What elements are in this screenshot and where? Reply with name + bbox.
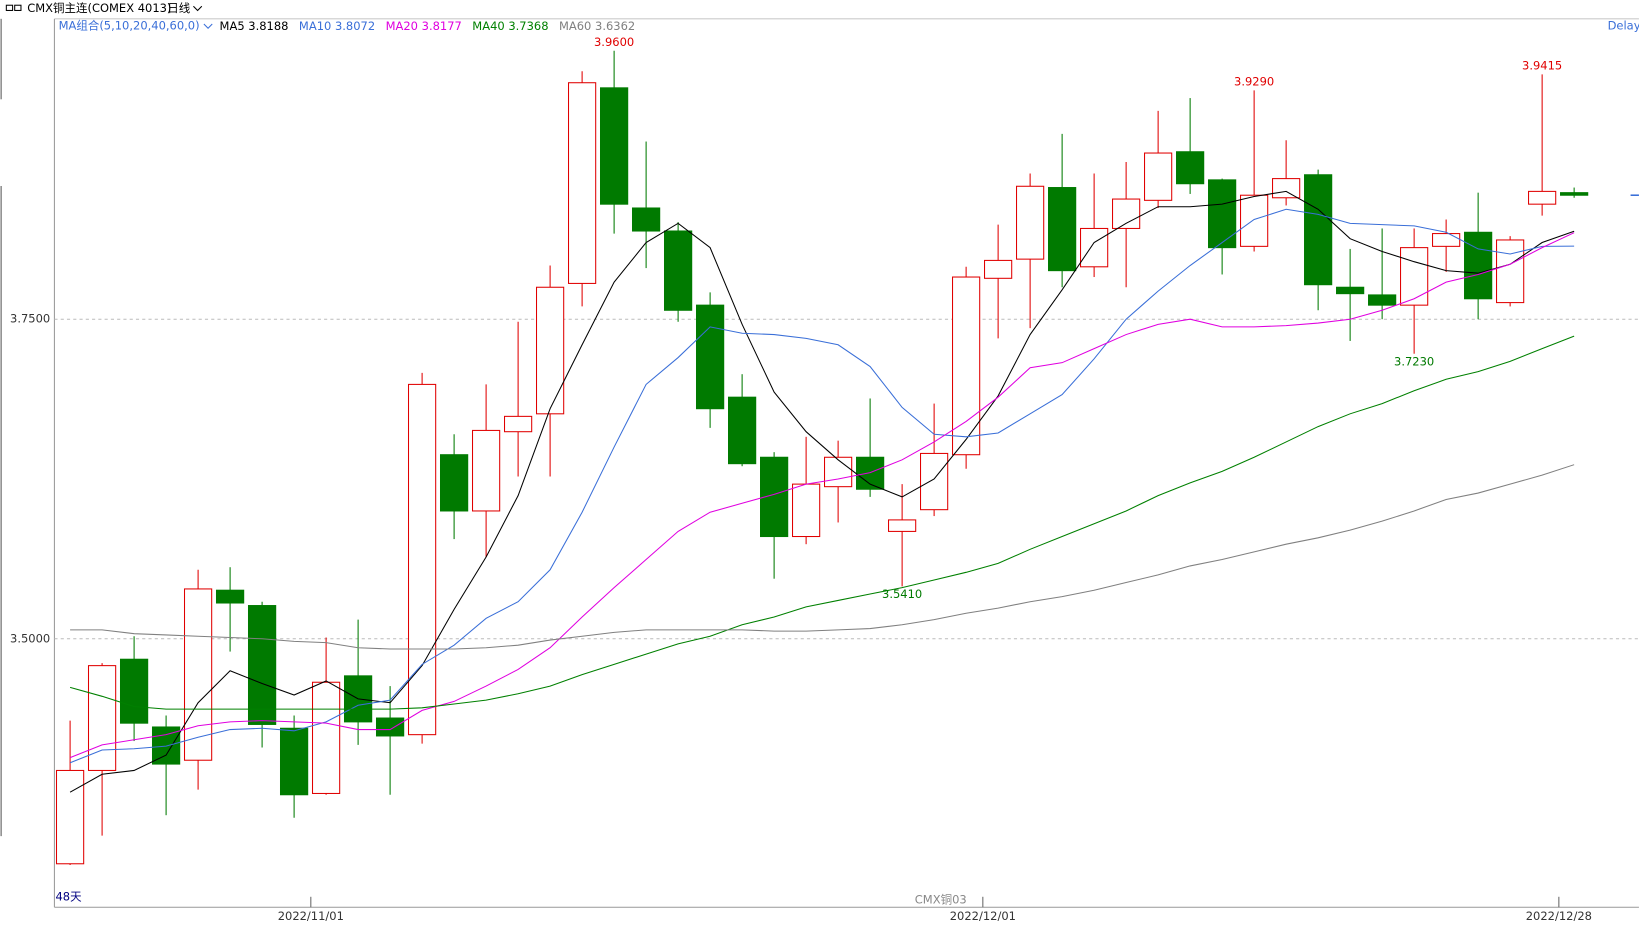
period-selector[interactable]: 日线	[167, 1, 190, 15]
candle-body	[1272, 178, 1301, 199]
candle-body	[1048, 187, 1077, 272]
candle-body	[471, 429, 501, 512]
candle-body	[695, 304, 725, 410]
x-tick-label: 2022/12/28	[1526, 909, 1592, 923]
x-tick-label: 2022/12/01	[950, 909, 1016, 923]
candle-body	[824, 456, 853, 488]
candle-body	[728, 396, 757, 465]
candle-body	[87, 665, 117, 771]
candle-body	[375, 717, 405, 737]
candle-body	[119, 658, 149, 724]
ma-line	[69, 190, 1575, 793]
candle-body	[535, 286, 565, 415]
x-tick-label: 2022/11/01	[278, 909, 344, 923]
candle-body	[1176, 151, 1205, 185]
ma-group-selector[interactable]: MA组合(5,10,20,40,60,0)	[59, 19, 200, 33]
legend-value: 3.8177	[422, 19, 462, 33]
low-annotation: 3.7230	[1394, 355, 1434, 369]
ma-line	[69, 232, 1575, 759]
candle-body	[1336, 286, 1365, 295]
legend-entry: MA60 3.6362	[559, 19, 635, 33]
legend-entry: MA5 3.8188	[220, 19, 289, 33]
candle-body	[567, 82, 597, 284]
candle-body	[1368, 294, 1397, 306]
y-tick-label: 3.5000	[10, 631, 50, 645]
candle-body	[55, 769, 85, 865]
icon-part	[5, 4, 14, 11]
legend-name: MA40	[472, 19, 504, 33]
legend-entry: MA40 3.7368	[472, 19, 548, 33]
candle-body	[1496, 239, 1525, 304]
candle-body	[407, 383, 437, 736]
candle-body	[151, 726, 181, 765]
candle-body	[311, 681, 341, 794]
legend-value: 3.8072	[335, 19, 375, 33]
y-tick-label: 3.7500	[10, 312, 50, 326]
low-annotation: 3.5410	[882, 587, 922, 601]
candle-body	[792, 483, 821, 538]
legend-value: 3.7368	[508, 19, 548, 33]
candle-body	[1240, 194, 1269, 247]
candle-body	[503, 415, 533, 433]
candle-body	[952, 276, 981, 456]
high-annotation: 3.9415	[1522, 59, 1562, 73]
dropdown-arrow	[193, 5, 203, 12]
candle-body	[1112, 198, 1141, 229]
legend-name: MA5	[220, 19, 245, 33]
candle-body	[247, 605, 277, 725]
candle-body	[1464, 231, 1493, 300]
candle-body	[1432, 233, 1461, 247]
candle-body	[1400, 247, 1429, 306]
candle-body	[215, 589, 245, 604]
ma-line	[69, 335, 1575, 710]
high-annotation: 3.9600	[594, 35, 634, 49]
contract-label: CMX铜03	[915, 892, 967, 906]
candle-body	[439, 454, 469, 512]
icon-part	[14, 4, 22, 11]
legend-value: 3.8188	[248, 19, 288, 33]
instrument-title: CMX铜主连(COMEX 4013)	[27, 1, 171, 15]
candle-body	[279, 727, 309, 796]
candle-body	[1016, 185, 1045, 260]
candle-body	[1080, 227, 1109, 268]
candle-body	[631, 207, 661, 232]
candle-body	[1560, 192, 1589, 196]
candle-body	[1304, 174, 1333, 286]
candle-body	[599, 87, 629, 205]
candle-body	[1144, 152, 1173, 201]
high-annotation: 3.9290	[1234, 75, 1274, 89]
delay-label: Delay	[1608, 19, 1639, 33]
ma-line	[70, 464, 1575, 650]
legend-name: MA10	[299, 19, 331, 33]
header-icon	[5, 4, 22, 11]
candle-body	[888, 519, 917, 532]
legend-entry: MA20 3.8177	[386, 19, 462, 33]
candle-body	[183, 588, 213, 761]
candle-body	[984, 259, 1013, 279]
legend-name: MA60	[559, 19, 591, 33]
legend-value: 3.6362	[595, 19, 635, 33]
dropdown-arrow	[203, 23, 213, 29]
legend-name: MA20	[386, 19, 418, 33]
legend-entry: MA10 3.8072	[299, 19, 375, 33]
candle-body	[663, 230, 693, 311]
candle-body	[1528, 190, 1557, 205]
candle-body	[920, 452, 949, 511]
candle-body	[1208, 179, 1237, 249]
day-count: 48天	[55, 889, 82, 903]
